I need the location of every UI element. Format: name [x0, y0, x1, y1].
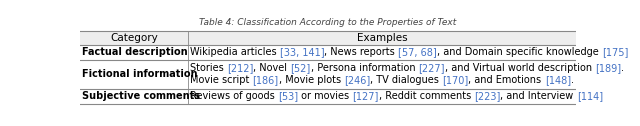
Text: , Movie plots: , Movie plots [279, 75, 344, 85]
Text: Movie script: Movie script [190, 75, 253, 85]
Text: [175]: [175] [602, 47, 628, 57]
Text: , Persona information: , Persona information [311, 64, 419, 73]
Text: , and Domain specific knowledge: , and Domain specific knowledge [437, 47, 602, 57]
Bar [80, 31, 576, 45]
Text: [52]: [52] [291, 64, 311, 73]
Text: [114]: [114] [577, 91, 603, 101]
Text: Subjective comments: Subjective comments [82, 91, 200, 101]
Text: , News reports: , News reports [324, 47, 398, 57]
Text: Factual description: Factual description [82, 47, 188, 57]
Text: [189]: [189] [595, 64, 621, 73]
Text: Stories: Stories [190, 64, 227, 73]
Text: [186]: [186] [253, 75, 279, 85]
Text: [212]: [212] [227, 64, 253, 73]
Text: [227]: [227] [419, 64, 445, 73]
Text: [57, 68]: [57, 68] [398, 47, 437, 57]
Text: .: . [571, 75, 574, 85]
Text: [127]: [127] [353, 91, 379, 101]
Text: [33, 141]: [33, 141] [280, 47, 324, 57]
Text: or movies: or movies [298, 91, 353, 101]
Text: , Reddit comments: , Reddit comments [379, 91, 474, 101]
Text: Category: Category [110, 33, 158, 43]
Text: .: . [621, 64, 625, 73]
Text: Fictional information: Fictional information [82, 69, 198, 79]
Text: , Novel: , Novel [253, 64, 291, 73]
Text: [53]: [53] [278, 91, 298, 101]
Text: Reviews of goods: Reviews of goods [190, 91, 278, 101]
Text: [223]: [223] [474, 91, 500, 101]
Text: , and Emotions: , and Emotions [468, 75, 545, 85]
Text: [148]: [148] [545, 75, 571, 85]
Text: , and Virtual world description: , and Virtual world description [445, 64, 595, 73]
Text: , and Interview: , and Interview [500, 91, 577, 101]
Text: [170]: [170] [442, 75, 468, 85]
Text: Examples: Examples [356, 33, 408, 43]
Text: [246]: [246] [344, 75, 370, 85]
Text: Wikipedia articles: Wikipedia articles [190, 47, 280, 57]
Text: , TV dialogues: , TV dialogues [370, 75, 442, 85]
Text: Table 4: Classification According to the Properties of Text: Table 4: Classification According to the… [200, 18, 456, 27]
